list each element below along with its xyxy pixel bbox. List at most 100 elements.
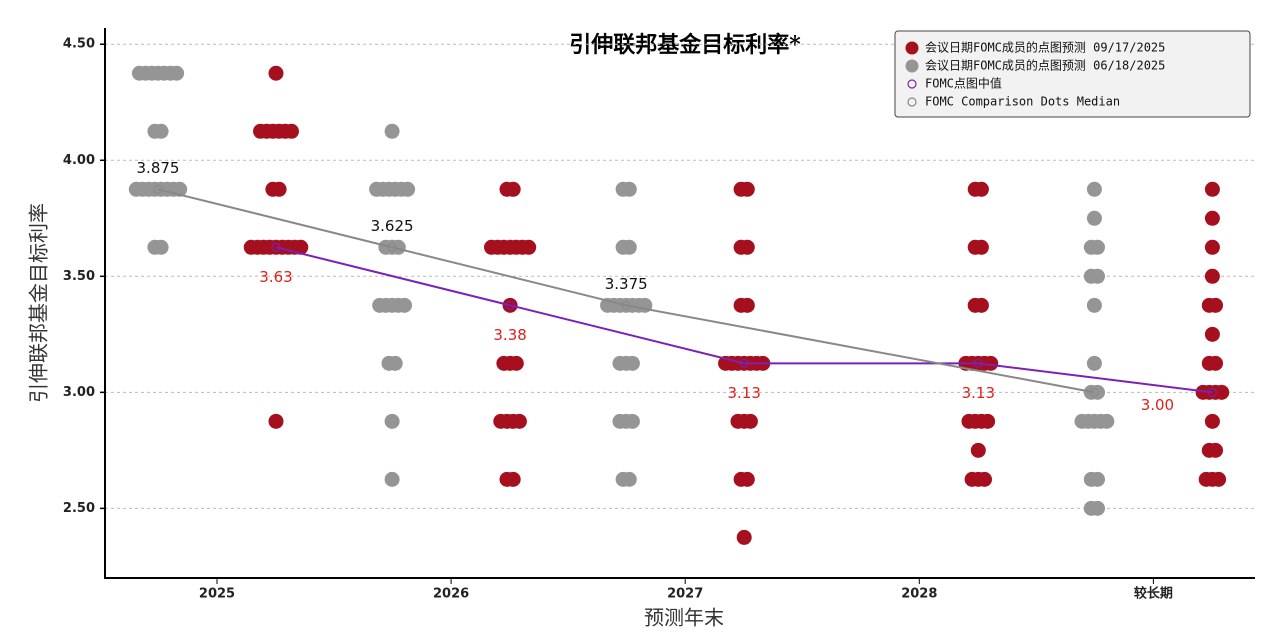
dot: [508, 355, 524, 371]
median-label: 3.625: [371, 217, 414, 235]
median-label: 3.38: [493, 326, 526, 344]
median-label: 3.63: [259, 268, 292, 286]
dot: [1208, 442, 1223, 458]
y-tick-label: 2.50: [63, 501, 95, 516]
chart-title: 引伸联邦基金目标利率*: [569, 32, 801, 58]
dot: [1099, 413, 1115, 429]
y-tick-label: 4.50: [63, 37, 95, 52]
median-label: 3.00: [1141, 396, 1174, 414]
dot: [284, 123, 299, 139]
dot: [511, 413, 527, 429]
dot: [505, 471, 521, 487]
dot: [1086, 355, 1102, 371]
dot: [521, 239, 537, 255]
y-tick-label: 4.00: [63, 153, 95, 168]
median-label: 3.875: [137, 159, 180, 177]
dot: [1204, 239, 1220, 255]
dot: [1090, 471, 1105, 487]
dot: [1211, 471, 1227, 487]
dot: [387, 355, 403, 371]
dot: [621, 181, 637, 197]
median-label: 3.375: [605, 275, 648, 293]
median-label: 3.13: [727, 384, 760, 402]
dot: [739, 239, 755, 255]
dot: [624, 355, 640, 371]
marks: 3.63 3.38 3.13 3.13 3.00 3.875 3.625 3.375: [128, 65, 1230, 545]
x-tick-label: 2028: [901, 587, 937, 602]
dot: [973, 181, 989, 197]
legend-label: 会议日期FOMC成员的点图预测 09/17/2025: [925, 40, 1165, 55]
legend-swatch: [907, 79, 917, 89]
dot: [973, 239, 989, 255]
x-tick-label: 2026: [433, 587, 469, 602]
median-marker: [387, 242, 397, 252]
x-tick-label: 2025: [199, 587, 235, 602]
y-tick-label: 3.50: [63, 269, 95, 284]
x-tick-label: 2027: [667, 587, 703, 602]
dot: [1090, 268, 1105, 284]
dot: [1090, 500, 1105, 516]
legend-label: FOMC Comparison Dots Median: [925, 95, 1120, 109]
dot: [742, 413, 758, 429]
dot: [624, 413, 640, 429]
median-marker: [621, 300, 631, 310]
dot: [1214, 384, 1230, 400]
dot: [505, 181, 521, 197]
dot: [153, 123, 169, 139]
dot: [973, 297, 989, 313]
dot: [1204, 413, 1220, 429]
dot: [384, 413, 400, 429]
median-line: [275, 246, 1213, 394]
dot: [1086, 210, 1102, 226]
dot: [621, 471, 637, 487]
dot: [1208, 297, 1223, 313]
dot: [153, 239, 169, 255]
x-axis-label: 预测年末: [644, 606, 724, 630]
dot: [384, 123, 400, 139]
x-tick-label: 较长期: [1134, 586, 1173, 602]
dot: [977, 471, 992, 487]
legend-swatch: [907, 97, 917, 107]
dot: [1086, 297, 1102, 313]
y-axis-label: 引伸联邦基金目标利率: [27, 203, 51, 403]
dot: [1204, 326, 1220, 342]
dot: [739, 471, 755, 487]
legend-box: [894, 30, 1251, 118]
median-line: [157, 188, 1095, 394]
legend: 会议日期FOMC成员的点图预测 09/17/2025 会议日期FOMC成员的点图预…: [894, 30, 1251, 118]
median-marker: [271, 242, 281, 252]
dot: [736, 529, 752, 545]
dot: [1204, 268, 1220, 284]
dot: [384, 471, 400, 487]
dot: [1090, 239, 1105, 255]
dot: [397, 297, 412, 313]
dot: [268, 413, 284, 429]
legend-swatch: [905, 41, 919, 55]
legend-label: 会议日期FOMC成员的点图预测 06/18/2025: [925, 58, 1165, 73]
dot: [271, 181, 287, 197]
dot: [268, 65, 284, 81]
median-marker: [1089, 387, 1099, 397]
grid: 2.50 3.00 3.50 4.00 4.50 2025 2026 2027 2028 较长期: [63, 37, 1255, 602]
median-marker: [1207, 387, 1217, 397]
dot: [980, 413, 996, 429]
dot: [1204, 181, 1220, 197]
dot: [1208, 355, 1223, 371]
legend-label: FOMC点图中值: [925, 76, 1002, 91]
median-marker: [153, 184, 163, 194]
median-marker: [739, 358, 749, 368]
dot: [293, 239, 309, 255]
median-marker: [505, 300, 515, 310]
legend-swatch: [905, 59, 919, 73]
dot: [983, 355, 999, 371]
dot: [739, 297, 755, 313]
dot: [1204, 210, 1220, 226]
y-tick-label: 3.00: [63, 385, 95, 400]
dot: [970, 442, 986, 458]
median-marker: [973, 358, 983, 368]
dot: [400, 181, 416, 197]
dot: [739, 181, 755, 197]
dot: [1086, 181, 1102, 197]
dot: [621, 239, 637, 255]
